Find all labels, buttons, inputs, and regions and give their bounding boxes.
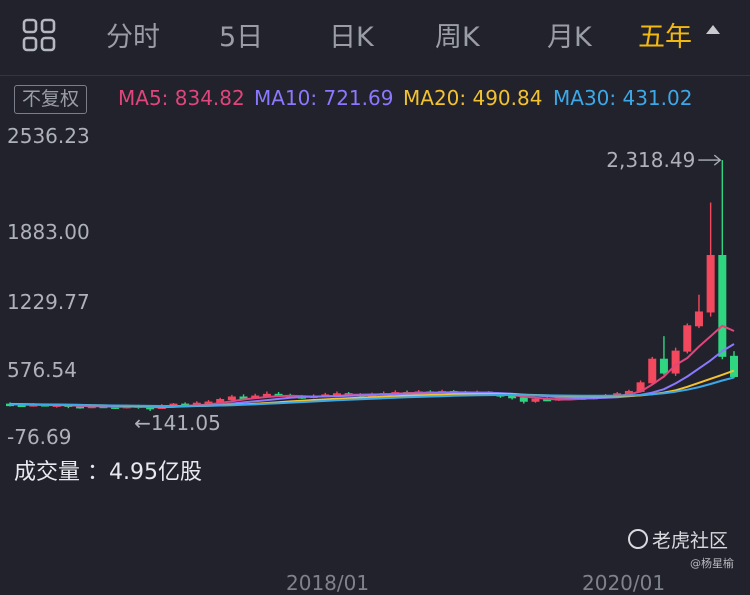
y-axis-label-max: 2536.23	[7, 124, 90, 148]
ma-line-ma20	[9, 369, 735, 408]
candle-body	[262, 393, 271, 397]
ma5-legend: MA5: 834.82	[118, 86, 245, 110]
header-divider	[0, 75, 750, 76]
ma-line-ma30	[9, 376, 735, 407]
x-axis-date-2018: 2018/01	[286, 571, 370, 595]
tab-five-year[interactable]: 五年	[638, 22, 692, 53]
y-axis-label-3: 1229.77	[7, 290, 90, 314]
y-axis-label-4: 576.54	[7, 358, 77, 382]
x-axis-date-2020: 2020/01	[582, 571, 666, 595]
caret-up-icon[interactable]	[706, 25, 720, 34]
candle-body	[239, 396, 248, 399]
y-axis-label-2: 1883.00	[7, 220, 90, 244]
tiger-logo-icon	[628, 529, 648, 549]
ma20-legend: MA20: 490.84	[403, 86, 543, 110]
watermark-brand-text: 老虎社区	[652, 530, 729, 552]
watermark-brand: 老虎社区	[628, 526, 728, 553]
candle-body	[519, 397, 528, 402]
candle-body	[227, 396, 236, 401]
ma10-legend: MA10: 721.69	[254, 86, 394, 110]
candle-body	[531, 398, 540, 402]
grid-icon[interactable]	[22, 18, 56, 52]
candle-body	[659, 358, 668, 374]
high-marker-arrowhead	[713, 154, 722, 166]
candle-body	[730, 355, 738, 377]
watermark-user: @杨星榆	[690, 557, 734, 570]
low-marker-label: ←141.05	[134, 411, 221, 435]
candle-body	[683, 325, 692, 352]
tab-weekly-k[interactable]: 周K	[435, 22, 480, 53]
candle-body	[718, 255, 727, 357]
ma30-legend: MA30: 431.02	[553, 86, 693, 110]
high-marker-label: 2,318.49	[606, 148, 695, 172]
candle-body	[508, 395, 517, 399]
tab-intraday[interactable]: 分时	[106, 22, 160, 53]
adjust-toggle-button[interactable]: 不复权	[14, 85, 88, 114]
candle-body	[706, 255, 715, 313]
tab-daily-k[interactable]: 日K	[329, 22, 374, 53]
y-axis-label-min: -76.69	[7, 425, 72, 449]
candle-body	[671, 350, 680, 374]
period-tab-bar: 分时 5日 日K 周K 月K 五年	[0, 0, 750, 72]
candle-body	[648, 358, 657, 384]
tab-monthly-k[interactable]: 月K	[547, 22, 592, 53]
volume-label: 成交量 ：4.95亿股	[14, 460, 202, 485]
candlestick-chart: 2,318.49 ←141.05	[6, 148, 738, 435]
candle-body	[694, 311, 703, 327]
tab-5day[interactable]: 5日	[219, 22, 264, 53]
